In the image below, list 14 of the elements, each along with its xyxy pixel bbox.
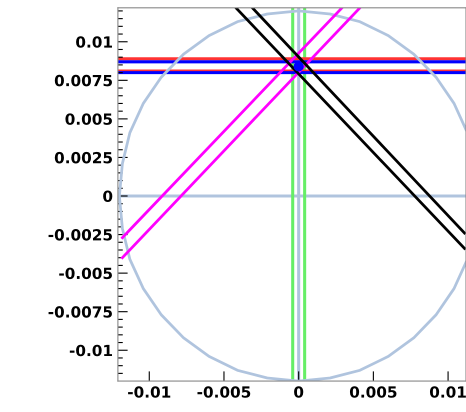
y-tick-label: 0.01 — [76, 36, 112, 48]
y-tick-label: 0.005 — [65, 113, 112, 125]
x-tick-label: 0 — [294, 386, 304, 398]
x-tick-label: -0.01 — [128, 386, 170, 398]
x-tick-label: -0.005 — [197, 386, 250, 398]
y-tick-label: 0.0075 — [54, 74, 112, 86]
y-tick-label: 0 — [103, 190, 112, 202]
y-tick-label: -0.005 — [59, 268, 112, 280]
y-tick-label: -0.0025 — [48, 229, 112, 241]
x-tick-label: 0.005 — [350, 386, 396, 398]
y-tick-label: -0.0075 — [48, 306, 112, 318]
y-tick-label: 0.0025 — [54, 152, 112, 164]
y-tick-label: -0.01 — [70, 344, 112, 356]
x-tick-label: 0.01 — [430, 386, 466, 398]
